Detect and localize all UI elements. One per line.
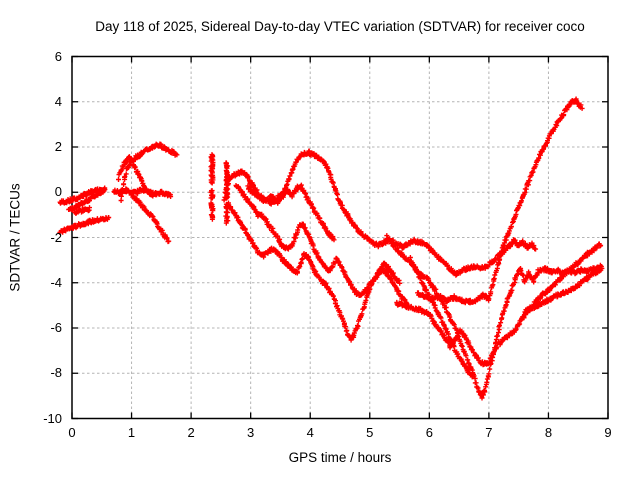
data-points (57, 96, 605, 401)
x-tick-label-5: 5 (366, 425, 374, 440)
y-tick-label--10: -10 (43, 410, 62, 426)
x-tick-label-4: 4 (306, 425, 314, 440)
x-tick-label-3: 3 (247, 425, 255, 440)
grid-lines (72, 56, 608, 419)
y-tick-label-4: 4 (54, 93, 62, 109)
y-tick-label--2: -2 (50, 229, 62, 245)
x-tick-label-0: 0 (68, 425, 76, 440)
y-tick-label-2: 2 (54, 139, 62, 154)
x-tick-label-9: 9 (604, 425, 612, 440)
plot-border (71, 55, 609, 420)
y-tick-label--8: -8 (50, 365, 62, 381)
chart-title: Day 118 of 2025, Sidereal Day-to-day VTE… (95, 19, 585, 34)
x-tick-label-7: 7 (485, 425, 493, 440)
y-tick-label--6: -6 (50, 320, 62, 335)
x-tick-label-6: 6 (425, 425, 433, 440)
x-tick-label-8: 8 (544, 425, 553, 440)
y-tick-label-6: 6 (54, 48, 62, 64)
y-tick-label--4: -4 (50, 274, 62, 290)
x-tick-label-1: 1 (127, 425, 136, 440)
x-axis-label: GPS time / hours (288, 450, 392, 465)
x-tick-label-2: 2 (187, 425, 195, 440)
y-tick-label-0: 0 (54, 184, 62, 200)
